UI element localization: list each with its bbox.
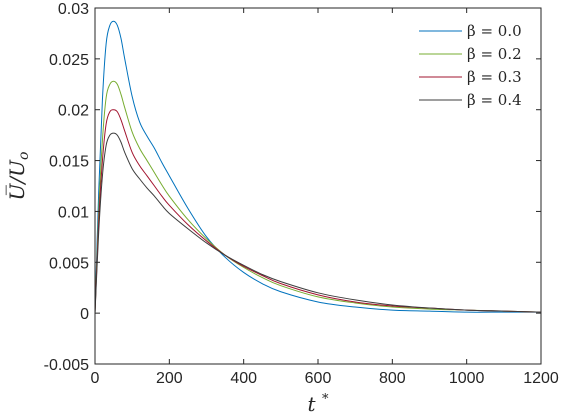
y-axis-title: U̅/Uo [4, 152, 32, 201]
y-tick-label: 0.03 [58, 1, 89, 18]
x-tick-label: 800 [379, 370, 406, 387]
x-tick-label: 1200 [523, 370, 559, 387]
axis-ticks [94, 7, 542, 365]
svg-text:U̅/Uo: U̅/Uo [4, 152, 32, 201]
y-tick-label: 0.02 [58, 103, 89, 120]
legend-entry-label: β = 0.0 [467, 22, 522, 40]
x-axis-title-main: t [308, 392, 317, 416]
legend-box [412, 14, 534, 110]
y-tick-label: 0.005 [49, 255, 89, 272]
series-lines [94, 20, 542, 314]
y-tick-label: 0 [80, 306, 89, 323]
x-tick-label: 600 [305, 370, 332, 387]
x-tick-label: 400 [230, 370, 257, 387]
y-tick-label: -0.005 [44, 357, 89, 374]
x-tick-label: 1000 [449, 370, 485, 387]
legend-entry-label: β = 0.3 [467, 68, 522, 86]
series-line-0 [94, 20, 541, 314]
x-tick-label: 200 [156, 370, 183, 387]
x-tick-labels: 0 200 400 600 800 1000 1200 [91, 370, 559, 387]
series-line-1 [94, 80, 542, 314]
y-tick-label: 0.01 [58, 204, 89, 221]
x-axis-title: t * [308, 392, 329, 416]
x-tick-label: 0 [91, 370, 100, 387]
series-line-3 [94, 132, 542, 314]
y-tick-label: 0.025 [49, 52, 89, 69]
series-line-2 [94, 109, 542, 314]
x-axis-title-superscript: * [322, 392, 329, 407]
legend-entry-label: β = 0.4 [467, 91, 522, 109]
legend: β = 0.0 β = 0.2 β = 0.3 β = 0.4 [412, 14, 534, 110]
legend-entry-label: β = 0.2 [467, 45, 522, 63]
y-tick-label: 0.015 [49, 154, 89, 171]
y-axis-title-subscript: o [16, 152, 32, 160]
y-axis-title-main: U̅/U [4, 159, 29, 201]
y-tick-labels: -0.005 0 0.005 0.01 0.015 0.02 0.025 0.03 [44, 1, 89, 374]
